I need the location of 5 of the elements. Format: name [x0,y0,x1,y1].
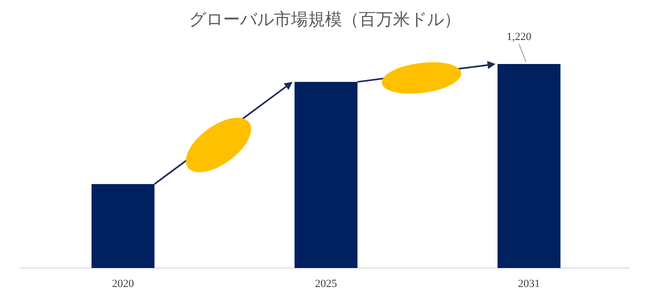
x-tick-label: 2031 [518,278,540,290]
x-tick-label: 2020 [112,278,134,290]
x-tick-label: 2025 [315,278,338,290]
chart-title: グローバル市場規模（百万米ドル） [189,10,461,30]
data-label: 1,220 [506,31,532,43]
